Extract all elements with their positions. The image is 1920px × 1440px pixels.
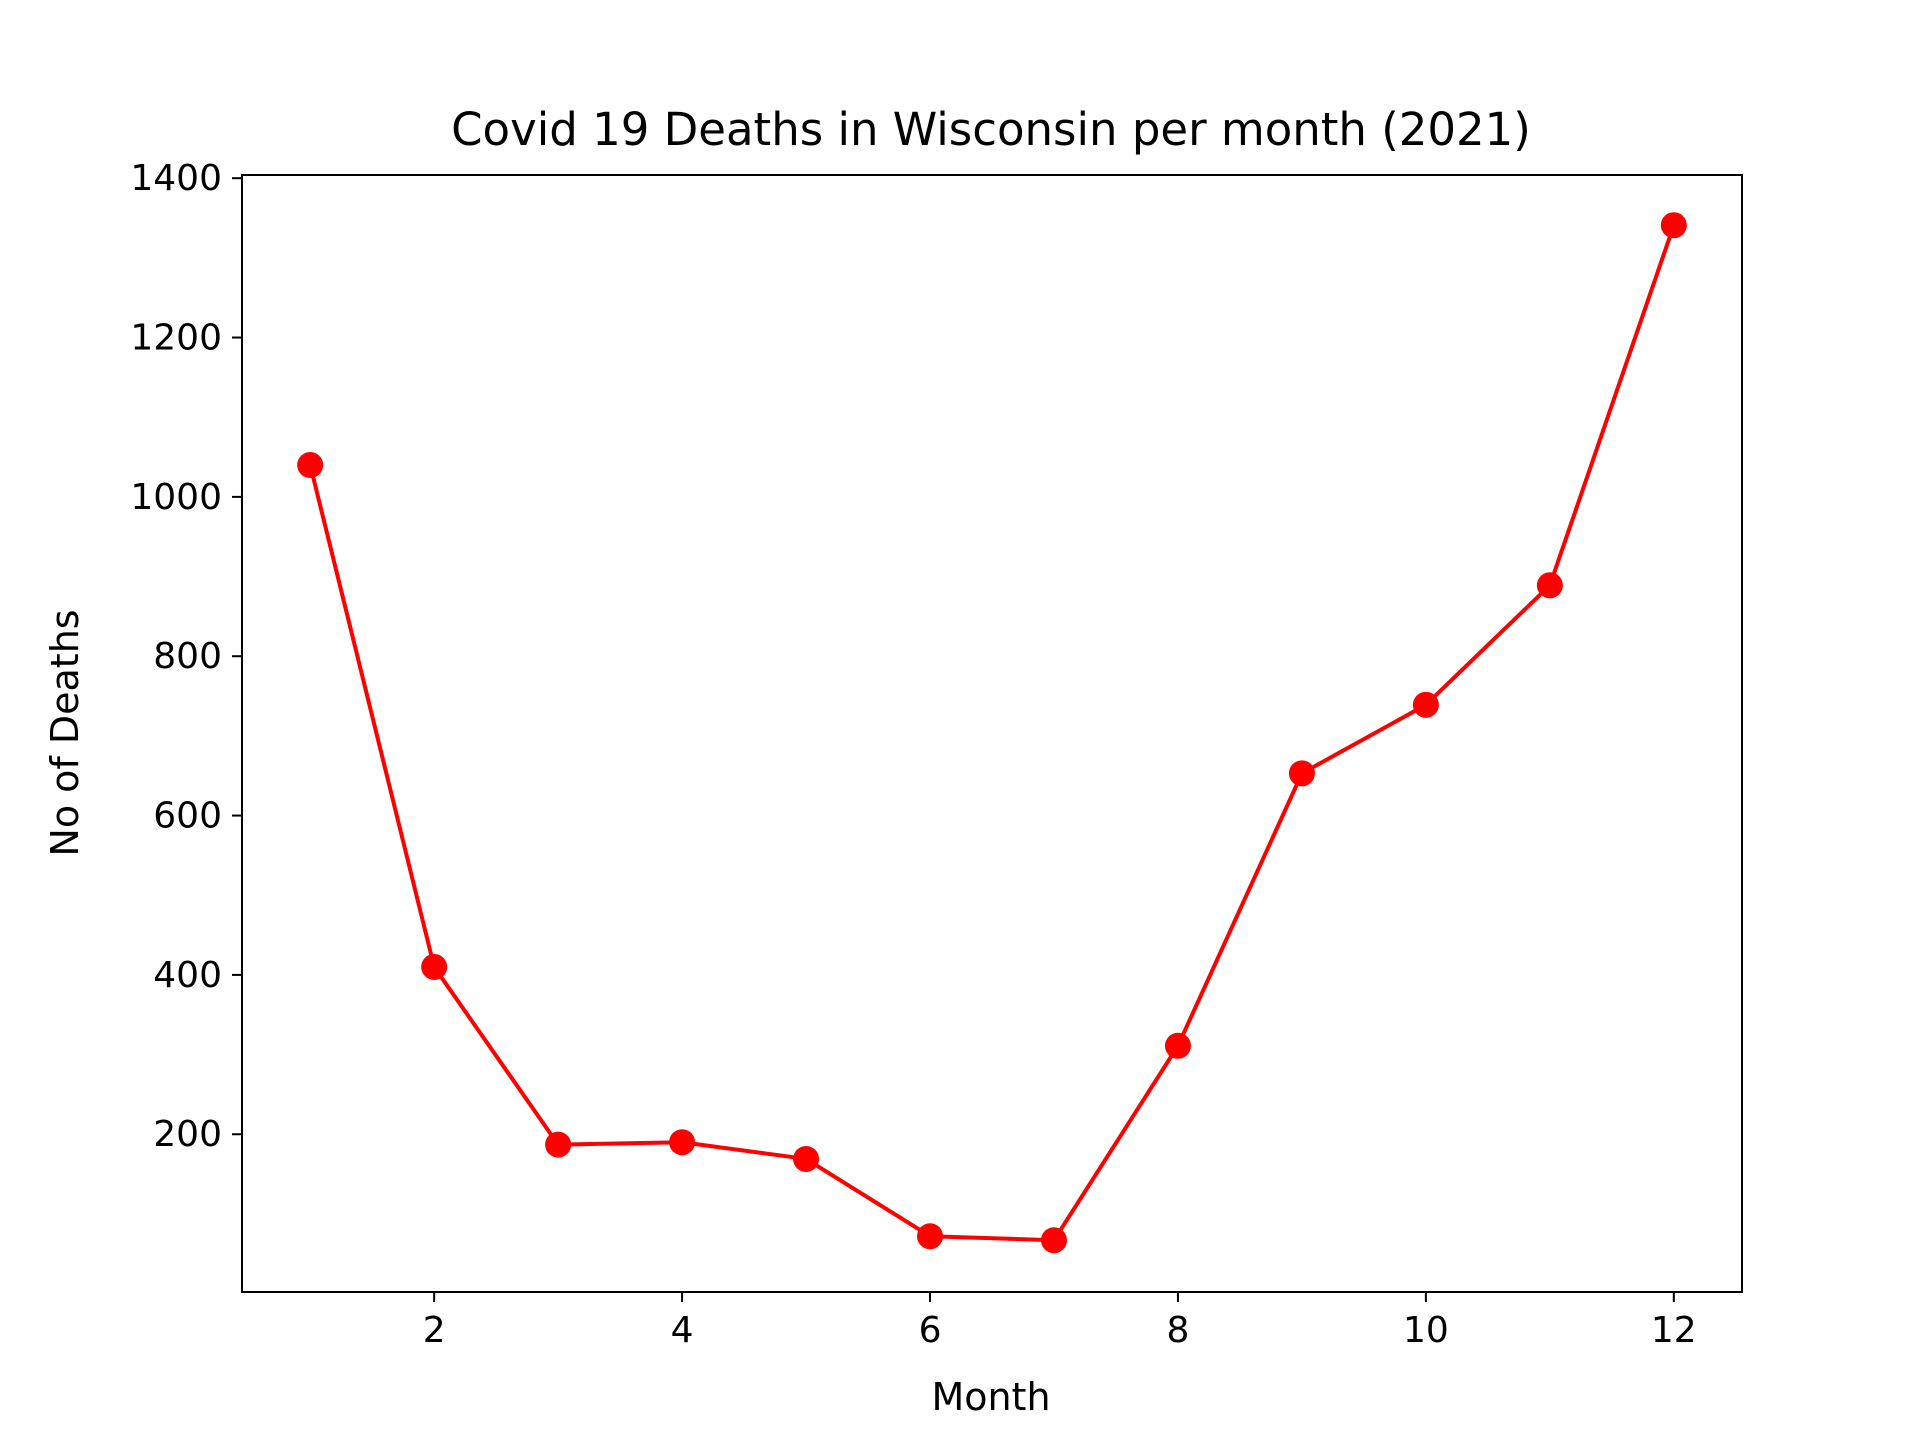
x-axis-ticks: 2 4 6 8 10 12 xyxy=(423,1292,1697,1351)
y-tick-label: 600 xyxy=(153,796,222,837)
x-tick-label: 6 xyxy=(919,1310,942,1351)
data-point xyxy=(1660,212,1687,239)
data-point xyxy=(1412,691,1439,718)
series-line xyxy=(307,222,1677,1243)
data-point xyxy=(545,1131,572,1158)
x-tick-label: 8 xyxy=(1166,1310,1189,1351)
y-tick-label: 400 xyxy=(153,955,222,996)
y-tick-label: 1400 xyxy=(130,158,222,199)
data-point xyxy=(421,953,448,980)
x-tick-label: 2 xyxy=(423,1310,446,1351)
data-point xyxy=(1536,572,1563,599)
y-tick-label: 800 xyxy=(153,636,222,677)
x-tick-label: 12 xyxy=(1651,1310,1697,1351)
chart-title: Covid 19 Deaths in Wisconsin per month (… xyxy=(451,103,1531,156)
y-axis-ticks: 200 400 600 800 1000 1200 1400 xyxy=(130,158,242,1155)
y-tick-label: 1200 xyxy=(130,318,222,359)
data-point xyxy=(297,452,324,479)
y-tick-label: 1000 xyxy=(130,477,222,518)
data-point xyxy=(1288,760,1315,787)
data-point xyxy=(1040,1227,1067,1254)
data-point xyxy=(1164,1032,1191,1059)
plot-area: 200 400 600 800 1000 1200 1400 2 4 6 8 10 12 xyxy=(130,158,1743,1351)
data-point xyxy=(917,1223,944,1250)
y-axis-label: No of Deaths xyxy=(43,609,87,856)
data-point xyxy=(669,1129,696,1156)
x-tick-label: 4 xyxy=(671,1310,694,1351)
x-tick-label: 10 xyxy=(1403,1310,1449,1351)
y-tick-label: 200 xyxy=(153,1114,222,1155)
series-layer xyxy=(297,212,1687,1254)
plot-frame xyxy=(241,174,1743,1293)
data-point xyxy=(793,1145,820,1172)
x-axis-label: Month xyxy=(931,1375,1050,1419)
